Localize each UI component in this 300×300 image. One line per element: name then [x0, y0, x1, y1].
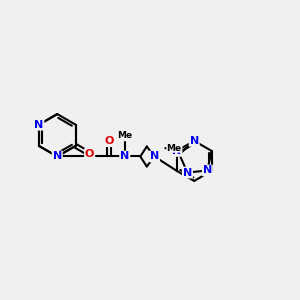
Text: N: N: [120, 152, 129, 161]
Text: Me: Me: [117, 131, 132, 140]
Text: N: N: [34, 120, 44, 130]
Text: N: N: [190, 136, 199, 146]
Text: N: N: [172, 146, 182, 156]
Text: N: N: [183, 168, 192, 178]
Text: Me: Me: [167, 143, 182, 152]
Text: O: O: [105, 136, 114, 146]
Text: N: N: [150, 152, 159, 161]
Text: N: N: [203, 166, 212, 176]
Text: N: N: [52, 152, 62, 161]
Text: O: O: [85, 149, 94, 159]
